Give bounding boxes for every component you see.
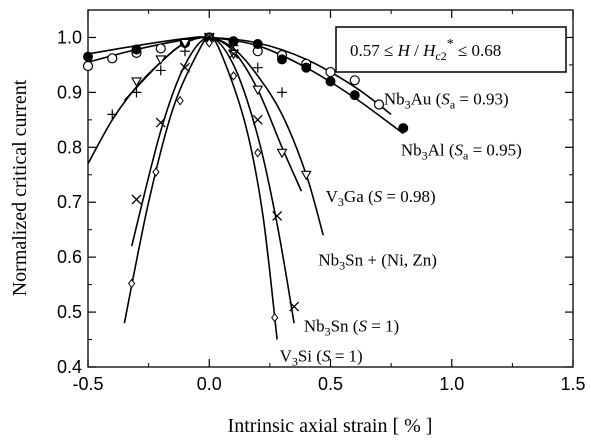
data-point: [289, 301, 300, 312]
data-point: [107, 53, 118, 64]
data-point: [373, 99, 385, 110]
x-tick-label: 0.5: [318, 374, 343, 394]
series-label: Nb3Al (Sa = 0.95): [401, 141, 522, 163]
y-axis-title: Normalized critical current: [9, 79, 31, 296]
series-label: Nb3Sn (S = 1): [304, 316, 399, 338]
data-point: [128, 278, 136, 289]
series-label: V3Si (S = 1): [280, 347, 363, 369]
fit-curve-4: [130, 36, 295, 324]
data-point: [300, 170, 312, 181]
data-point: [252, 114, 263, 125]
data-point: [252, 85, 264, 96]
data-point: [152, 167, 160, 177]
fit-curve-3: [87, 36, 324, 236]
data-point: [254, 147, 262, 158]
data-points: [82, 32, 409, 323]
y-tick-label: 0.8: [57, 137, 82, 157]
data-point: [276, 148, 288, 159]
y-tick-label: 0.5: [57, 302, 82, 322]
y-tick-label: 0.6: [57, 247, 82, 267]
series-label: V3Ga (S = 0.98): [326, 187, 436, 209]
field-range-text: 0.57 ≤ H / Hc2* ≤ 0.68: [350, 37, 501, 63]
data-point: [83, 51, 93, 62]
data-point: [229, 71, 238, 81]
data-point: [252, 39, 263, 50]
data-point: [180, 62, 190, 73]
data-point: [252, 62, 263, 73]
data-point: [301, 62, 312, 73]
data-point: [82, 60, 94, 72]
data-point: [272, 211, 283, 221]
data-point: [349, 90, 360, 101]
x-axis-title: Intrinsic axial strain [ % ]: [228, 415, 433, 437]
data-point: [179, 38, 191, 49]
data-point: [204, 32, 215, 43]
data-point: [131, 77, 142, 88]
data-point: [325, 66, 336, 78]
data-point: [277, 54, 287, 65]
data-point: [277, 87, 287, 98]
data-point: [107, 109, 118, 120]
data-point: [155, 55, 167, 66]
x-tick-label: 1.0: [439, 374, 464, 394]
data-point: [155, 65, 166, 76]
axis-ticks: -0.5 0.0 0.5 1.0 1.5 0.4 0.5 0.6 0.7 0.8 0.9 1.0: [57, 10, 586, 394]
series-label: Nb3Sn + (Ni, Zn): [318, 250, 437, 272]
y-tick-label: 0.9: [57, 82, 82, 102]
data-point: [131, 194, 142, 205]
y-tick-label: 0.7: [57, 192, 82, 212]
data-point: [349, 75, 360, 86]
series-labels: Nb3Au (Sa = 0.93) Nb3Al (Sa = 0.95) V3Ga (…: [280, 89, 522, 368]
data-point: [176, 95, 184, 106]
data-point: [205, 38, 213, 48]
data-point: [155, 43, 166, 54]
field-range-frame: [335, 26, 567, 73]
data-point: [131, 87, 142, 98]
x-tick-label: -0.5: [72, 374, 103, 394]
data-point: [325, 76, 336, 87]
x-tick-label: 1.5: [560, 374, 585, 394]
series-label: Nb3Au (Sa = 0.93): [384, 89, 509, 111]
data-point: [271, 312, 279, 323]
field-range-box: 0.57 ≤ H / Hc2* ≤ 0.68: [335, 26, 567, 73]
y-tick-label: 1.0: [57, 27, 82, 47]
data-point: [131, 44, 142, 55]
data-point: [155, 117, 166, 128]
x-tick-label: 0.0: [197, 374, 222, 394]
data-point: [180, 46, 190, 57]
data-point: [398, 123, 409, 134]
data-point: [228, 40, 239, 51]
data-point: [228, 48, 239, 59]
y-tick-label: 0.4: [57, 357, 82, 377]
